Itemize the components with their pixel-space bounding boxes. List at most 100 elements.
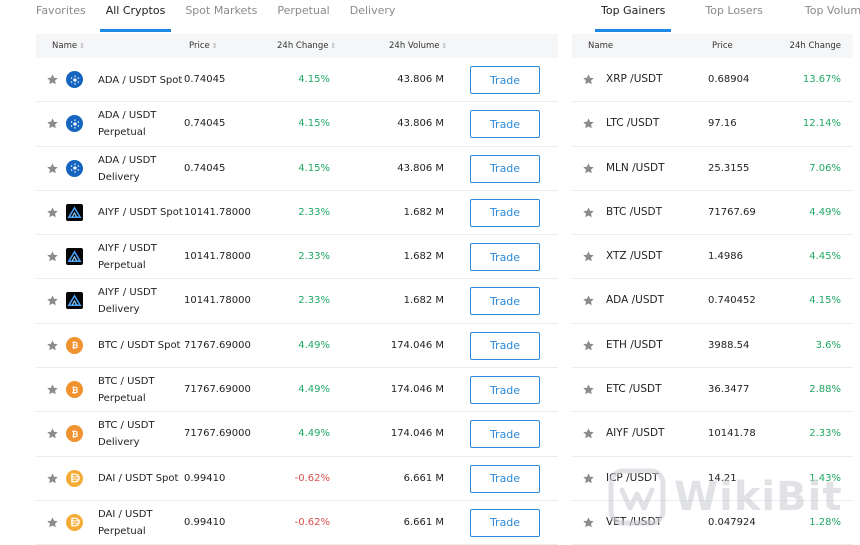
trade-button[interactable]: Trade	[470, 110, 540, 139]
table-row: ADA / USDT Perpetual 0.74045 4.15% 43.806 M…	[36, 102, 558, 147]
price-value: 0.740452	[708, 295, 756, 307]
trade-button[interactable]: Trade	[470, 420, 540, 449]
trade-button[interactable]: Trade	[470, 66, 540, 94]
tab-top-gainers[interactable]: Top Gainers	[594, 0, 672, 32]
favorite-star-icon[interactable]	[582, 117, 595, 130]
volume-value: 43.806 M	[397, 162, 444, 174]
svg-text:₿: ₿	[71, 340, 78, 350]
change-value: 13.67%	[802, 74, 841, 85]
price-value: 0.99410	[184, 472, 226, 484]
top-gainers-header: Name Price 24h Change	[572, 34, 853, 58]
cardano-icon	[66, 159, 83, 177]
favorite-star-icon[interactable]	[46, 339, 59, 352]
pair-name: ETC /USDT	[606, 383, 662, 396]
table-row: ADA / USDT Delivery 0.74045 4.15% 43.806 M T…	[36, 147, 558, 191]
trade-button[interactable]: Trade	[470, 376, 540, 405]
svg-text:₿: ₿	[71, 385, 78, 395]
favorite-star-icon[interactable]	[46, 73, 59, 86]
favorite-star-icon[interactable]	[46, 516, 59, 529]
favorite-star-icon[interactable]	[582, 339, 595, 352]
trade-button[interactable]: Trade	[470, 331, 540, 360]
change-value: 7.06%	[809, 162, 841, 174]
price-value: 10141.78000	[184, 295, 251, 307]
favorite-star-icon[interactable]	[46, 117, 59, 130]
table-row: AIYF /USDT 10141.78 2.33%	[572, 412, 853, 457]
header-name[interactable]: Name ⇕	[52, 41, 85, 51]
pair-name: BTC / USDT Delivery	[98, 420, 155, 449]
bitcoin-icon: ₿	[66, 381, 83, 399]
tab-spot-markets[interactable]: Spot Markets	[185, 4, 258, 17]
tab-perpetual[interactable]: Perpetual	[277, 4, 330, 17]
trade-button[interactable]: Trade	[470, 287, 540, 316]
favorite-star-icon[interactable]	[582, 383, 595, 396]
header-change[interactable]: 24h Change ⇕	[277, 41, 336, 51]
favorite-star-icon[interactable]	[582, 427, 595, 440]
table-row: VET /USDT 0.047924 1.28%	[572, 501, 853, 545]
pair-name: XTZ /USDT	[606, 250, 663, 263]
favorite-star-icon[interactable]	[582, 516, 595, 529]
tab-all-cryptos[interactable]: All Cryptos	[99, 0, 171, 32]
bitcoin-icon: ₿	[66, 425, 83, 443]
pair-name: VET /USDT	[606, 515, 662, 528]
price-value: 25.3155	[708, 162, 750, 174]
header-price-label: Price	[189, 41, 210, 51]
pair-name: ETH /USDT	[606, 338, 663, 351]
tab-top-losers[interactable]: Top Losers	[705, 4, 763, 17]
change-value: 4.49%	[298, 428, 330, 440]
table-row: AIYF / USDT Perpetual 10141.78000 2.33% 1.6…	[36, 235, 558, 280]
tab-favorites[interactable]: Favorites	[36, 4, 86, 17]
pair-name: XRP /USDT	[606, 73, 663, 85]
change-value: 12.14%	[802, 118, 841, 130]
change-value: 3.6%	[815, 339, 841, 351]
trade-button[interactable]: Trade	[470, 243, 540, 272]
tab-delivery[interactable]: Delivery	[349, 4, 396, 17]
trade-button[interactable]: Trade	[470, 464, 540, 493]
favorite-star-icon[interactable]	[582, 162, 595, 175]
aiyf-icon	[66, 292, 83, 310]
favorite-star-icon[interactable]	[46, 206, 59, 219]
volume-value: 6.661 M	[403, 472, 444, 484]
price-value: 0.74045	[184, 162, 226, 174]
header-change: 24h Change	[789, 41, 841, 51]
pair-name: DAI / USDT Perpetual	[98, 508, 153, 537]
favorite-star-icon[interactable]	[582, 250, 595, 263]
trade-button[interactable]: Trade	[470, 198, 540, 227]
bitcoin-icon: ₿	[66, 336, 83, 354]
price-value: 71767.69	[708, 206, 756, 218]
price-value: 0.68904	[708, 74, 750, 85]
price-value: 3988.54	[708, 339, 750, 351]
price-value: 0.74045	[184, 74, 226, 85]
favorite-star-icon[interactable]	[582, 73, 595, 86]
dai-icon	[66, 469, 83, 487]
header-price[interactable]: Price ⇕	[189, 41, 218, 51]
trade-button[interactable]: Trade	[470, 154, 540, 183]
price-value: 1.4986	[708, 251, 743, 263]
favorite-star-icon[interactable]	[582, 206, 595, 219]
favorite-star-icon[interactable]	[46, 472, 59, 485]
header-volume[interactable]: 24h Volume ⇕	[389, 41, 447, 51]
favorite-star-icon[interactable]	[46, 383, 59, 396]
header-name-label: Name	[52, 41, 78, 51]
pair-name: ADA / USDT Perpetual	[98, 110, 157, 139]
market-table: Name ⇕ Price ⇕ 24h Change ⇕ 24h Volume ⇕ ADA…	[36, 34, 558, 545]
favorite-star-icon[interactable]	[46, 294, 59, 307]
change-value: 4.49%	[809, 206, 841, 218]
favorite-star-icon[interactable]	[582, 472, 595, 485]
cardano-icon	[66, 71, 83, 88]
volume-value: 43.806 M	[397, 118, 444, 130]
favorite-star-icon[interactable]	[582, 294, 595, 307]
table-row: AIYF / USDT Delivery 10141.78000 2.33% 1.68…	[36, 279, 558, 324]
favorite-star-icon[interactable]	[46, 162, 59, 175]
favorite-star-icon[interactable]	[46, 250, 59, 263]
table-row: XRP /USDT 0.68904 13.67%	[572, 58, 853, 103]
price-value: 71767.69000	[184, 428, 251, 440]
tab-top-volume[interactable]: Top Volume	[804, 4, 860, 17]
table-row: BTC /USDT 71767.69 4.49%	[572, 191, 853, 236]
price-value: 10141.78	[708, 428, 756, 440]
trade-button[interactable]: Trade	[470, 508, 540, 537]
volume-value: 174.046 M	[390, 339, 444, 351]
pair-name: BTC / USDT Perpetual	[98, 376, 155, 405]
change-value: 2.33%	[298, 295, 330, 307]
favorite-star-icon[interactable]	[46, 427, 59, 440]
price-value: 71767.69000	[184, 384, 251, 396]
